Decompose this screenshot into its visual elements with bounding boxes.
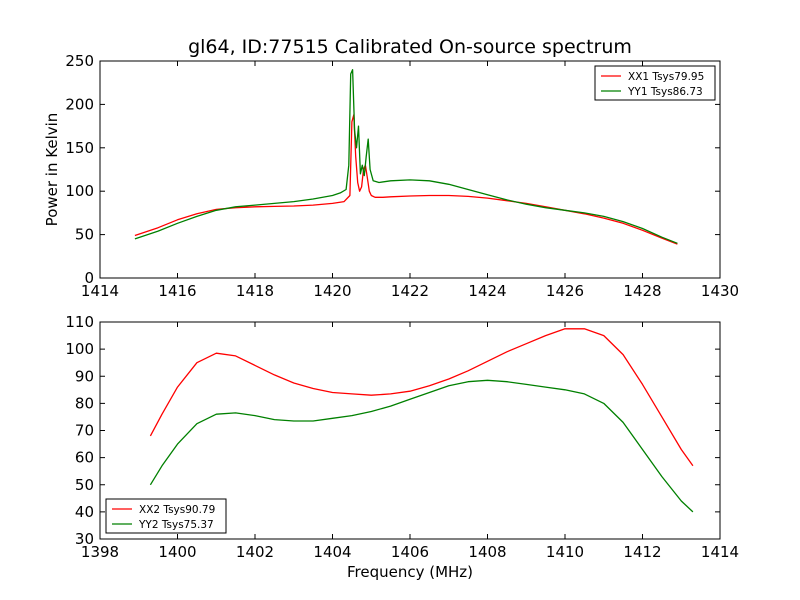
- x-tick-label: 1422: [391, 282, 429, 300]
- x-tick-label: 1408: [468, 543, 506, 561]
- legend-label: XX1 Tsys79.95: [628, 71, 704, 83]
- legend: XX2 Tsys90.79 YY2 Tsys75.37: [105, 498, 227, 534]
- x-tick-label: 1428: [623, 282, 661, 300]
- x-tick-label: 1400: [158, 543, 196, 561]
- y-tick-label: 70: [75, 422, 94, 440]
- x-tick-label: 1404: [313, 543, 351, 561]
- x-tick-label: 1416: [158, 282, 196, 300]
- y-tick-label: 60: [75, 449, 94, 467]
- legend-label: YY2 Tsys75.37: [138, 519, 214, 531]
- series-line-2: [134, 69, 678, 244]
- y-tick-label: 100: [65, 182, 94, 200]
- y-tick-label: 0: [84, 269, 94, 287]
- x-tick-label: 1418: [236, 282, 274, 300]
- x-tick-label: 1424: [468, 282, 506, 300]
- chart-title: gl64, ID:77515 Calibrated On-source spec…: [188, 36, 632, 58]
- series-line-1: [149, 328, 694, 467]
- x-tick-label: 1402: [236, 543, 274, 561]
- y-tick-label: 30: [75, 530, 94, 548]
- y-tick-label: 100: [65, 340, 94, 358]
- y-tick-label: 200: [65, 95, 94, 113]
- x-tick-label: 1420: [313, 282, 351, 300]
- legend-box: [105, 498, 227, 534]
- x-tick-label: 1426: [546, 282, 584, 300]
- y-tick-label: 50: [75, 476, 94, 494]
- y-tick-label: 110: [65, 313, 94, 331]
- series-line-2: [149, 379, 694, 513]
- x-tick-label: 1414: [81, 282, 119, 300]
- x-axis-title: Frequency (MHz): [347, 563, 473, 581]
- top-spectrum-panel: 1414 1416 1418 1420 1422 1424 1426 1428 1430 0 50 1…: [43, 52, 739, 300]
- x-tick-label: 1414: [701, 543, 739, 561]
- x-tick-label: 1406: [391, 543, 429, 561]
- legend-box: [594, 65, 716, 101]
- legend-label: YY1 Tsys86.73: [627, 86, 703, 98]
- bottom-spectrum-panel: 1398 1400 1402 1404 1406 1408 1410 1412 1414 30 40…: [65, 313, 739, 581]
- y-tick-label: 150: [65, 139, 94, 157]
- y-tick-label: 80: [75, 394, 94, 412]
- x-tick-label: 1412: [623, 543, 661, 561]
- x-tick-label: 1410: [546, 543, 584, 561]
- y-tick-label: 90: [75, 367, 94, 385]
- y-tick-label: 40: [75, 503, 94, 521]
- legend: XX1 Tsys79.95 YY1 Tsys86.73: [594, 65, 716, 101]
- y-tick-label: 50: [75, 226, 94, 244]
- legend-label: XX2 Tsys90.79: [139, 504, 215, 516]
- x-tick-label: 1398: [81, 543, 119, 561]
- series-line-1: [134, 114, 678, 245]
- x-tick-label: 1430: [701, 282, 739, 300]
- y-axis-title: Power in Kelvin: [43, 113, 61, 227]
- y-tick-label: 250: [65, 52, 94, 70]
